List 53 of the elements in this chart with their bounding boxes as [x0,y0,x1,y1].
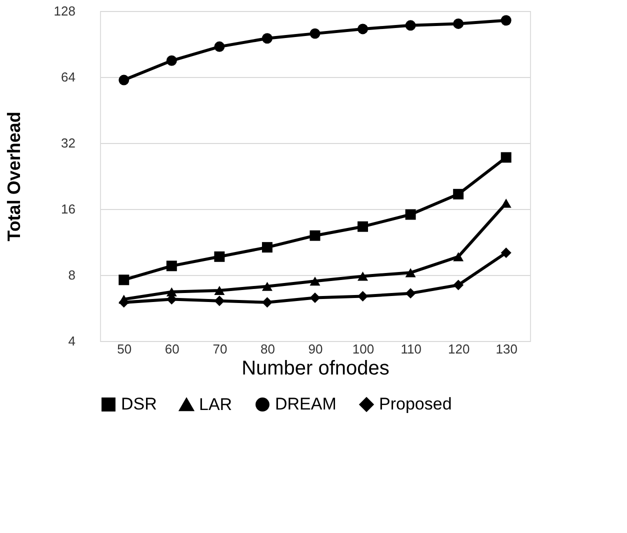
point [500,152,512,163]
x-tick-label: 100 [352,342,374,356]
point [262,282,272,291]
legend-label: DSR [121,394,157,414]
point [118,74,130,86]
point [500,198,512,208]
x-tick-label: 120 [448,342,470,356]
point [453,252,464,262]
point [358,221,368,232]
point [118,274,130,286]
point [453,188,464,200]
point [500,15,512,26]
point [310,292,320,303]
point [405,268,416,278]
point [358,291,368,302]
point [453,18,464,29]
y-tick-label: 4 [68,334,76,348]
x-tick-label: 60 [164,342,180,356]
x-tick-label: 70 [212,342,228,356]
point [166,55,177,66]
y-tick-label: 64 [61,70,76,84]
point [405,20,416,31]
point [262,297,272,308]
y-axis-title: Total Overhead [4,112,24,242]
point [358,272,368,281]
point [262,33,272,44]
point [310,28,320,39]
point [214,286,225,296]
legend-label: LAR [199,394,232,414]
point [310,276,320,286]
point [405,209,416,220]
point [405,288,416,299]
x-tick-label: 80 [260,342,275,356]
legend-label: Proposed [379,394,452,414]
legend-label: DREAM [275,394,336,414]
point [310,230,320,241]
x-tick-label: 110 [400,342,422,356]
x-tick-label: 130 [496,342,518,356]
point [166,260,177,272]
x-tick-label: 90 [308,342,323,356]
x-tick-label: 50 [117,342,132,356]
y-tick-label: 16 [61,202,76,216]
y-tick-label: 128 [54,4,76,18]
point [500,248,512,258]
x-axis-title: Number ofnodes [242,358,390,380]
point [262,242,272,253]
y-tick-label: 32 [61,136,76,150]
point [453,280,464,290]
point [358,24,368,34]
point [214,296,225,306]
y-tick-label: 8 [68,268,76,282]
point [214,251,225,262]
point [214,41,225,52]
